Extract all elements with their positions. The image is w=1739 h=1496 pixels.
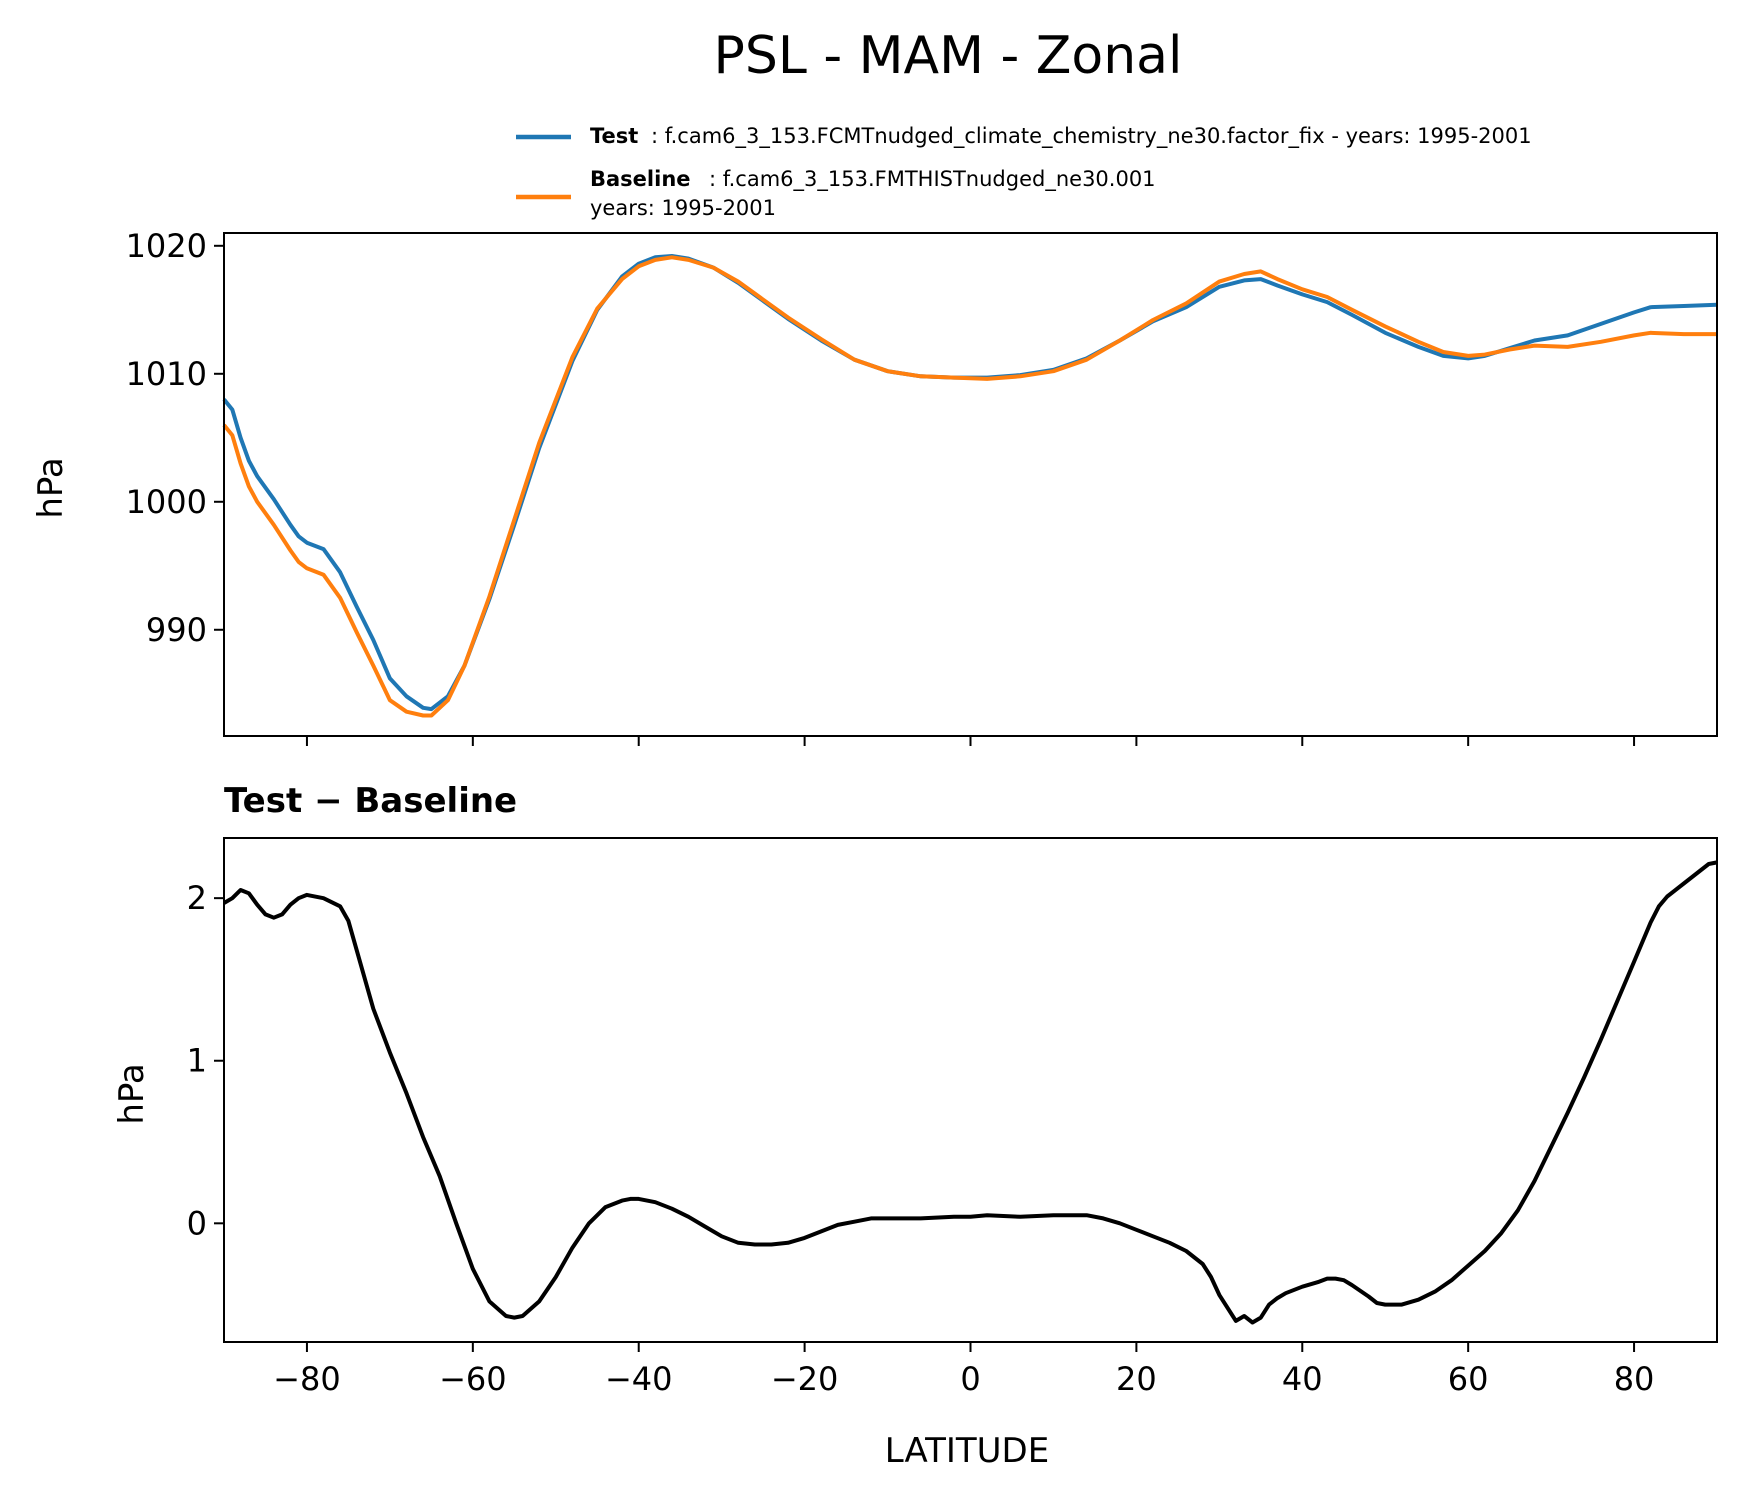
bottom-ylabel: hPa bbox=[112, 1063, 152, 1124]
bottom-xlabel: LATITUDE bbox=[885, 1431, 1049, 1471]
bottom-ytick-label: 0 bbox=[187, 1204, 207, 1242]
bottom-axes-frame bbox=[223, 837, 1718, 1343]
top-panel: hPa 990 1000 1010 1020 bbox=[31, 227, 1718, 746]
top-lines bbox=[222, 254, 1718, 718]
bottom-xtick-label: 60 bbox=[1448, 1360, 1489, 1398]
top-ytick-label: 1020 bbox=[126, 227, 207, 265]
legend: Test : f.cam6_3_153.FCMTnudged_climate_c… bbox=[516, 124, 1532, 220]
legend-test-name: Test bbox=[590, 124, 638, 148]
bottom-panel: Test − Baseline hPa 0 1 2 −80 −60 −40 −20 0 20 4… bbox=[112, 781, 1718, 1471]
top-xticks bbox=[305, 736, 1636, 746]
top-ytick-label: 1010 bbox=[126, 355, 207, 393]
bottom-xtick-label: −20 bbox=[771, 1360, 839, 1398]
bottom-title: Test − Baseline bbox=[224, 781, 517, 821]
bottom-xtick-label: −60 bbox=[439, 1360, 507, 1398]
top-ytick-label: 990 bbox=[146, 611, 207, 649]
bottom-series-line-difference bbox=[222, 860, 1718, 1325]
legend-baseline-text2: years: 1995-2001 bbox=[590, 196, 776, 220]
bottom-xtick-label: 20 bbox=[1116, 1360, 1157, 1398]
top-yticks: 990 1000 1010 1020 bbox=[126, 227, 224, 649]
legend-baseline-text: : f.cam6_3_153.FMTHISTnudged_ne30.001 bbox=[709, 167, 1156, 192]
bottom-xtick-label: 40 bbox=[1282, 1360, 1323, 1398]
bottom-xtick-label: −80 bbox=[273, 1360, 341, 1398]
bottom-lines bbox=[222, 860, 1718, 1325]
top-series-line-baseline bbox=[222, 255, 1717, 718]
bottom-xticks: −80 −60 −40 −20 0 20 40 60 80 bbox=[273, 1342, 1654, 1398]
bottom-ytick-label: 1 bbox=[187, 1042, 207, 1080]
bottom-yticks: 0 1 2 bbox=[187, 879, 224, 1242]
bottom-xtick-label: −40 bbox=[605, 1360, 673, 1398]
bottom-xtick-label: 0 bbox=[960, 1360, 980, 1398]
top-ylabel: hPa bbox=[31, 457, 71, 518]
figure-title: PSL - MAM - Zonal bbox=[714, 26, 1183, 86]
top-axes-frame bbox=[223, 232, 1718, 737]
bottom-ytick-label: 2 bbox=[187, 879, 207, 917]
top-series-line-test bbox=[222, 254, 1718, 712]
legend-test-text: : f.cam6_3_153.FCMTnudged_climate_chemis… bbox=[651, 124, 1532, 149]
bottom-xtick-label: 80 bbox=[1614, 1360, 1655, 1398]
legend-baseline-name: Baseline bbox=[590, 167, 691, 191]
top-ytick-label: 1000 bbox=[126, 483, 207, 521]
